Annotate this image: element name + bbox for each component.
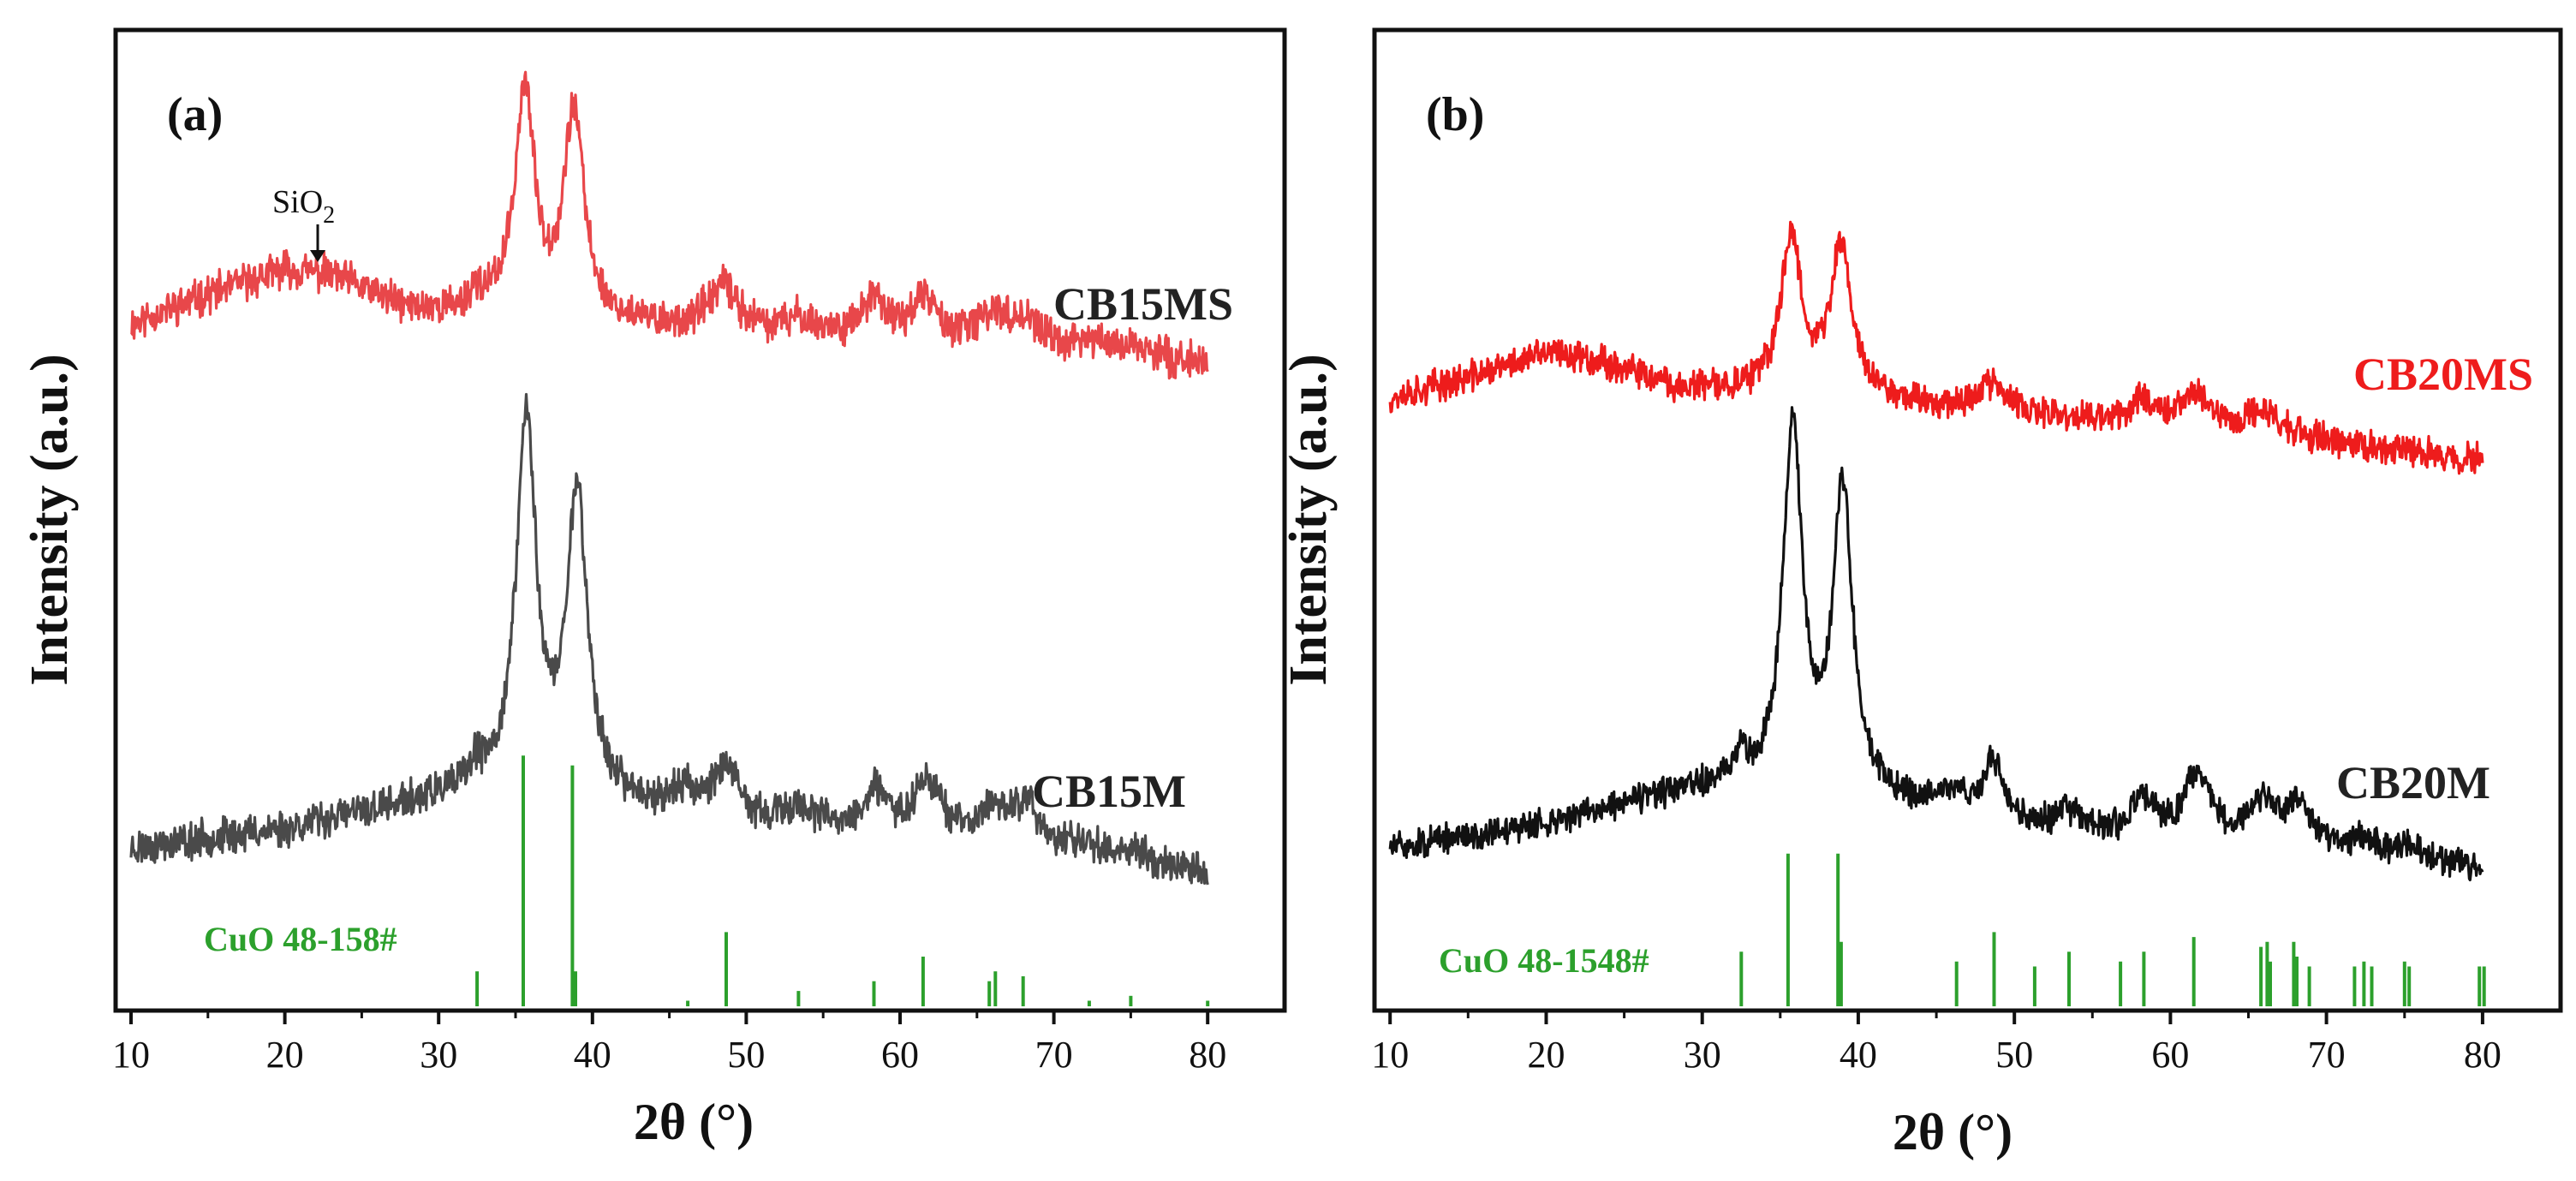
x-tick-label-40: 40 <box>574 1034 611 1076</box>
panel-a-y-axis-label: Intensity (a.u.) <box>21 354 79 686</box>
reference-label-a: CuO 48-158# <box>204 920 397 958</box>
series-cb15ms-line <box>130 70 1209 380</box>
panel-a-label: (a) <box>167 88 223 141</box>
x-tick-label-50: 50 <box>1995 1034 2033 1076</box>
panel-a: 10 20 30 40 50 60 70 80 (a) Intensity (a.u.) 2θ… <box>21 27 1287 1150</box>
panel-b: 10 20 30 40 50 60 70 80 (b) Intensity (a.u.) 2θ… <box>1279 27 2563 1160</box>
x-tick-label-80: 80 <box>2464 1034 2501 1076</box>
svg-text:SiO2: SiO2 <box>272 184 335 229</box>
panel-b-label: (b) <box>1426 88 1484 141</box>
series-cb20ms-line <box>1388 220 2484 475</box>
panel-b-traces <box>1388 220 2484 882</box>
x-tick-label-30: 30 <box>1684 1034 1721 1076</box>
x-tick-label-60: 60 <box>2151 1034 2189 1076</box>
sio2-annotation-subscript: 2 <box>323 202 335 229</box>
reference-label-b: CuO 48-1548# <box>1439 941 1649 980</box>
panel-b-reference-lines <box>1739 853 2486 1006</box>
sio2-annotation-text: SiO <box>272 184 323 220</box>
x-tick-label-20: 20 <box>1528 1034 1565 1076</box>
panel-b-y-axis-label: Intensity (a.u.) <box>1279 354 1338 686</box>
x-tick-label-70: 70 <box>1035 1034 1073 1076</box>
panel-b-x-ticks: 10 20 30 40 50 60 70 80 <box>1371 1011 2501 1076</box>
x-tick-label-40: 40 <box>1840 1034 1877 1076</box>
panel-a-reference-lines <box>475 755 1210 1006</box>
x-tick-label-60: 60 <box>881 1034 919 1076</box>
panel-a-x-axis-label: 2θ (°) <box>634 1094 754 1150</box>
x-tick-label-20: 20 <box>266 1034 304 1076</box>
x-tick-label-10: 10 <box>112 1034 150 1076</box>
panel-b-x-axis-label: 2θ (°) <box>1893 1104 2012 1160</box>
panel-a-traces <box>129 70 1209 886</box>
series-label-cb15ms: CB15MS <box>1053 278 1233 330</box>
x-tick-label-10: 10 <box>1371 1034 1409 1076</box>
x-tick-label-30: 30 <box>420 1034 457 1076</box>
x-tick-label-70: 70 <box>2308 1034 2346 1076</box>
sio2-arrow-head <box>310 250 325 262</box>
series-cb15m-line <box>129 392 1209 886</box>
x-tick-label-50: 50 <box>727 1034 765 1076</box>
series-label-cb20ms: CB20MS <box>2353 349 2533 400</box>
panel-a-frame <box>113 27 1287 1013</box>
series-cb20m-line <box>1388 406 2484 882</box>
panel-a-x-ticks: 10 20 30 40 50 60 70 80 <box>112 1011 1226 1076</box>
series-label-cb15m: CB15M <box>1032 766 1186 817</box>
x-tick-label-80: 80 <box>1189 1034 1226 1076</box>
panel-b-frame <box>1372 27 2563 1013</box>
series-label-cb20m: CB20M <box>2336 757 2490 808</box>
sio2-annotation: SiO2 <box>272 184 335 262</box>
